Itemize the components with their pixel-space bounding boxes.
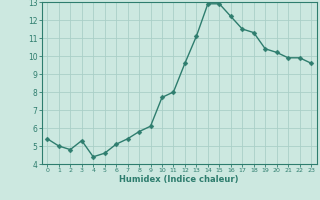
X-axis label: Humidex (Indice chaleur): Humidex (Indice chaleur): [119, 175, 239, 184]
